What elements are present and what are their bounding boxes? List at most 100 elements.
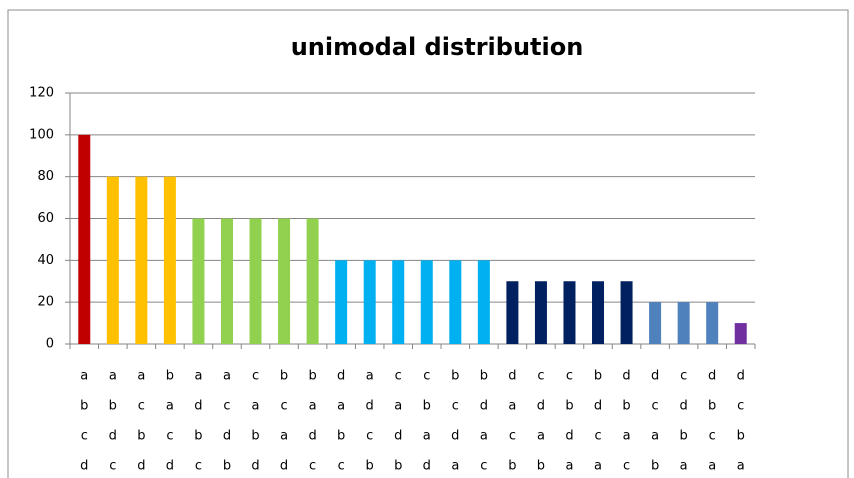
x-tick-label: d bbox=[565, 429, 573, 444]
x-tick-label: d bbox=[594, 399, 602, 414]
x-tick-label: d bbox=[737, 369, 745, 384]
x-tick-label: a bbox=[537, 429, 545, 444]
x-tick-label: b bbox=[251, 429, 259, 444]
x-tick-label: c bbox=[737, 399, 744, 414]
x-tick-label: d bbox=[508, 369, 516, 384]
y-tick-label: 40 bbox=[37, 253, 54, 268]
x-tick-label: c bbox=[395, 369, 402, 384]
x-tick-label: b bbox=[537, 459, 545, 474]
x-tick-label: a bbox=[166, 399, 174, 414]
bar bbox=[78, 134, 91, 344]
x-tick-label: a bbox=[680, 459, 688, 474]
y-tick-label: 100 bbox=[29, 127, 54, 142]
x-tick-label: d bbox=[423, 459, 431, 474]
x-tick-label: c bbox=[223, 399, 230, 414]
x-tick-label: d bbox=[280, 459, 288, 474]
x-tick-label: d bbox=[337, 369, 345, 384]
bar bbox=[563, 281, 576, 344]
x-tick-label: b bbox=[423, 399, 431, 414]
x-tick-label: c bbox=[138, 399, 145, 414]
x-tick-label: c bbox=[509, 429, 516, 444]
x-tick-label: c bbox=[537, 369, 544, 384]
x-tick-label: b bbox=[480, 369, 488, 384]
bar bbox=[278, 218, 291, 344]
x-tick-label: c bbox=[195, 459, 202, 474]
x-tick-label: a bbox=[337, 399, 345, 414]
x-tick-label: a bbox=[194, 369, 202, 384]
x-tick-label: c bbox=[709, 429, 716, 444]
x-tick-label: d bbox=[537, 399, 545, 414]
x-tick-label: d bbox=[109, 429, 117, 444]
bar bbox=[649, 302, 662, 344]
x-tick-label: a bbox=[737, 459, 745, 474]
x-tick-label: d bbox=[651, 369, 659, 384]
x-tick-label: d bbox=[80, 459, 88, 474]
x-tick-label: c bbox=[452, 399, 459, 414]
x-tick-label: c bbox=[566, 369, 573, 384]
x-tick-label: b bbox=[308, 369, 316, 384]
x-tick-label: a bbox=[508, 399, 516, 414]
x-tick-label: d bbox=[394, 429, 402, 444]
bar bbox=[249, 218, 262, 344]
y-tick-label: 20 bbox=[37, 295, 54, 310]
chart-frame bbox=[7, 9, 849, 478]
bar bbox=[506, 281, 519, 344]
x-tick-label: d bbox=[680, 399, 688, 414]
x-tick-label: d bbox=[366, 399, 374, 414]
bar bbox=[363, 260, 376, 344]
x-tick-label: a bbox=[252, 399, 260, 414]
x-tick-label: a bbox=[451, 459, 459, 474]
x-tick-label: d bbox=[194, 399, 202, 414]
x-tick-label: b bbox=[166, 369, 174, 384]
x-tick-label: c bbox=[423, 369, 430, 384]
x-tick-label: c bbox=[81, 429, 88, 444]
x-tick-label: b bbox=[137, 429, 145, 444]
x-tick-label: c bbox=[280, 399, 287, 414]
x-tick-label: c bbox=[366, 429, 373, 444]
x-tick-label: a bbox=[366, 369, 374, 384]
x-tick-label: c bbox=[594, 429, 601, 444]
x-tick-label: a bbox=[423, 429, 431, 444]
x-tick-label: b bbox=[508, 459, 516, 474]
x-tick-label: a bbox=[280, 429, 288, 444]
y-tick-label: 120 bbox=[29, 86, 54, 101]
x-tick-label: c bbox=[338, 459, 345, 474]
x-tick-label: a bbox=[708, 459, 716, 474]
bar bbox=[734, 323, 747, 344]
bar bbox=[706, 302, 719, 344]
x-tick-label: c bbox=[480, 459, 487, 474]
bar bbox=[106, 176, 119, 344]
x-tick-label: a bbox=[480, 429, 488, 444]
bar bbox=[449, 260, 462, 344]
x-tick-label: c bbox=[109, 459, 116, 474]
x-tick-label: d bbox=[308, 429, 316, 444]
x-tick-label: c bbox=[652, 399, 659, 414]
x-tick-label: d bbox=[166, 459, 174, 474]
x-tick-label: d bbox=[622, 369, 630, 384]
x-tick-label: b bbox=[680, 429, 688, 444]
x-tick-label: b bbox=[451, 369, 459, 384]
bar bbox=[192, 218, 205, 344]
x-tick-label: d bbox=[708, 369, 716, 384]
x-tick-label: a bbox=[137, 369, 145, 384]
chart-title: unimodal distribution bbox=[291, 33, 584, 61]
x-tick-label: d bbox=[251, 459, 259, 474]
bar bbox=[163, 176, 176, 344]
x-tick-label: d bbox=[223, 429, 231, 444]
x-tick-label: a bbox=[223, 369, 231, 384]
x-tick-label: b bbox=[565, 399, 573, 414]
x-tick-label: d bbox=[451, 429, 459, 444]
x-tick-label: b bbox=[280, 369, 288, 384]
x-tick-label: b bbox=[337, 429, 345, 444]
bar bbox=[620, 281, 633, 344]
x-tick-label: a bbox=[565, 459, 573, 474]
bar bbox=[420, 260, 433, 344]
x-tick-label: a bbox=[651, 429, 659, 444]
x-tick-label: b bbox=[651, 459, 659, 474]
bar bbox=[335, 260, 348, 344]
y-tick-label: 60 bbox=[37, 211, 54, 226]
x-tick-label: a bbox=[394, 399, 402, 414]
bar bbox=[677, 302, 690, 344]
bar bbox=[477, 260, 490, 344]
